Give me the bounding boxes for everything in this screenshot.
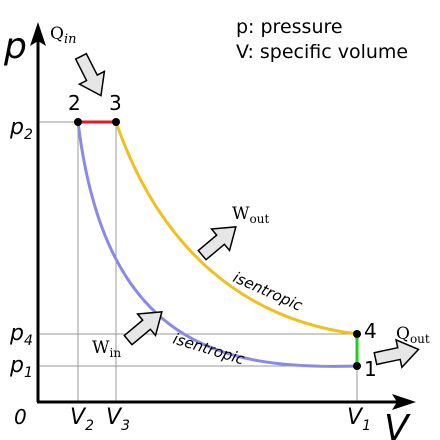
q-in-label: Qin (50, 24, 76, 47)
q-out-label: Qout (396, 324, 430, 346)
axes (30, 22, 416, 410)
point-1-marker (353, 362, 361, 370)
isentropic-label-lower: isentropic (171, 330, 248, 369)
tick-v3: V3 (106, 405, 130, 434)
cycle-processes (76, 120, 359, 368)
tick-p2: p2 (9, 115, 33, 143)
y-axis-arrow-icon (30, 22, 46, 46)
x-axis-label: V (384, 408, 411, 440)
x-axis-arrow-icon (392, 394, 416, 410)
legend-pressure: p: pressure (236, 16, 343, 38)
point-4-label: 4 (364, 319, 377, 343)
w-in-arrow-icon (123, 311, 163, 346)
origin-label: 0 (14, 405, 27, 429)
tick-v1: V1 (347, 405, 371, 434)
point-3-marker (112, 118, 120, 126)
w-out-arrow-icon (197, 226, 237, 261)
process-1-2 (76, 121, 358, 368)
q-in-arrow-icon (74, 52, 106, 97)
tick-v2: V2 (70, 405, 94, 434)
point-2-label: 2 (68, 91, 81, 115)
state-points (74, 118, 361, 370)
process-3-4 (114, 121, 358, 336)
w-in-label: Win (92, 338, 121, 360)
legend-volume: V: specific volume (236, 41, 408, 63)
point-1-label: 1 (364, 357, 377, 381)
tick-p1: p1 (9, 353, 33, 381)
point-4-marker (353, 330, 361, 338)
w-out-label: Wout (232, 204, 269, 226)
y-axis-label: p (3, 26, 27, 67)
q-out-arrow-icon (373, 338, 420, 369)
point-2-marker (74, 118, 82, 126)
point-3-label: 3 (109, 91, 122, 115)
tick-p4: p4 (9, 321, 33, 349)
